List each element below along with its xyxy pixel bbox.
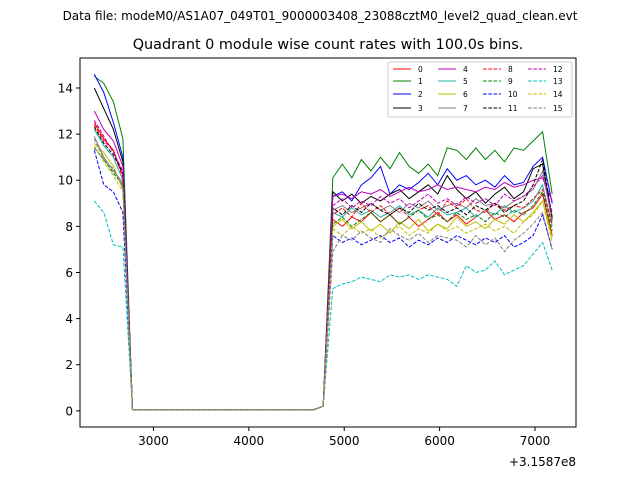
- legend-label-3: 3: [418, 104, 423, 113]
- y-tick-label: 4: [65, 312, 73, 326]
- legend-label-5: 5: [463, 77, 468, 86]
- series-line-14: [93, 145, 553, 411]
- x-tick-label: 5000: [329, 434, 360, 448]
- figure-suptitle: Data file: modeM0/AS1A07_049T01_90000034…: [63, 9, 578, 23]
- x-tick-label: 6000: [424, 434, 455, 448]
- y-axis: 0 2 4 6 8 10 12 14: [58, 81, 80, 418]
- legend-label-9: 9: [508, 77, 513, 86]
- legend-label-10: 10: [508, 90, 518, 99]
- legend-label-12: 12: [553, 65, 563, 74]
- y-tick-label: 0: [65, 404, 73, 418]
- series-line-0: [93, 122, 553, 411]
- x-offset-label: +3.1587e8: [509, 455, 576, 469]
- legend-frame: [387, 61, 573, 118]
- x-axis: 3000 4000 5000 6000 7000: [138, 427, 550, 448]
- chart-title: Quadrant 0 module wise count rates with …: [133, 37, 524, 53]
- legend-label-7: 7: [463, 104, 468, 113]
- series-line-12: [93, 120, 553, 411]
- series-line-13: [93, 200, 553, 411]
- series-line-11: [93, 126, 553, 411]
- series-line-3: [93, 87, 553, 411]
- series-line-6: [93, 142, 553, 411]
- plot-area: [93, 73, 553, 411]
- legend-label-4: 4: [463, 65, 468, 74]
- legend-label-8: 8: [508, 65, 513, 74]
- axes-frame: [79, 57, 577, 428]
- legend-label-11: 11: [508, 104, 518, 113]
- legend-label-0: 0: [418, 65, 423, 74]
- series-line-4: [93, 110, 553, 411]
- legend-label-6: 6: [463, 90, 468, 99]
- y-tick-label: 2: [65, 358, 73, 372]
- x-tick-label: 7000: [520, 434, 551, 448]
- series-line-2: [93, 73, 553, 411]
- y-tick-label: 10: [58, 174, 73, 188]
- series-line-9: [93, 147, 553, 411]
- series-line-15: [93, 138, 553, 411]
- legend-label-15: 15: [553, 104, 563, 113]
- y-tick-label: 14: [58, 81, 73, 95]
- y-tick-label: 6: [65, 266, 73, 280]
- series-line-10: [93, 150, 553, 411]
- legend-label-14: 14: [553, 90, 563, 99]
- series-line-5: [93, 129, 553, 411]
- y-tick-label: 8: [65, 220, 73, 234]
- legend-label-13: 13: [553, 77, 563, 86]
- x-tick-label: 4000: [234, 434, 265, 448]
- series-line-8: [93, 124, 553, 411]
- y-tick-label: 12: [58, 128, 73, 142]
- series-line-7: [93, 136, 553, 411]
- x-tick-label: 3000: [138, 434, 169, 448]
- legend-label-1: 1: [418, 77, 423, 86]
- legend-label-2: 2: [418, 90, 423, 99]
